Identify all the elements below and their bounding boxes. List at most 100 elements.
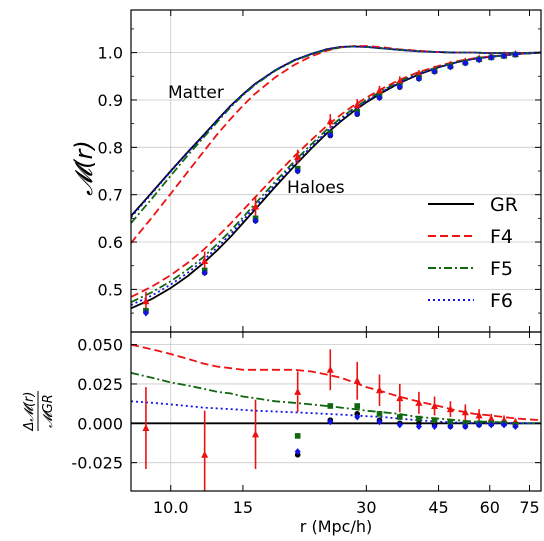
bottom-point-f4 bbox=[201, 450, 209, 458]
legend-label-gr: GR bbox=[490, 194, 518, 216]
bottom-point-f6 bbox=[354, 413, 361, 421]
bottom-ylabel-numerator: Δ𝓜(r) bbox=[22, 392, 37, 432]
top-point-f6 bbox=[396, 83, 403, 91]
bottom-ytick-label: -0.025 bbox=[71, 454, 123, 473]
bottom-point-f4 bbox=[142, 424, 150, 432]
haloes-label: Haloes bbox=[287, 178, 345, 198]
bottom-point-f4 bbox=[326, 365, 334, 373]
bottom-point-f6 bbox=[415, 422, 422, 430]
top-point-f4 bbox=[376, 86, 384, 94]
bottom-point-f5 bbox=[327, 403, 334, 409]
bottom-point-f6 bbox=[327, 418, 334, 426]
top-ticks: 0.5 0.6 0.7 0.8 0.9 1.0 bbox=[98, 10, 541, 332]
bottom-point-f5 bbox=[397, 414, 403, 420]
bottom-point-f5 bbox=[376, 411, 383, 417]
top-point-f4 bbox=[353, 100, 361, 108]
bottom-data-points bbox=[142, 349, 519, 491]
matter-label: Matter bbox=[168, 83, 224, 103]
bottom-point-f4 bbox=[353, 376, 361, 384]
bottom-point-f6 bbox=[501, 421, 508, 429]
top-data-points bbox=[142, 50, 519, 317]
top-point-f6 bbox=[488, 53, 495, 61]
xtick-label: 30 bbox=[356, 498, 376, 517]
xtick-label: 60 bbox=[480, 498, 500, 517]
bottom-line-f5 bbox=[131, 372, 541, 425]
bottom-series-lines bbox=[131, 343, 541, 425]
bottom-ytick-label: 0.000 bbox=[77, 414, 123, 433]
legend-label-f4: F4 bbox=[490, 226, 513, 248]
top-point-f4 bbox=[326, 117, 334, 125]
bottom-point-f4 bbox=[252, 430, 260, 438]
top-point-f6 bbox=[142, 309, 149, 317]
bottom-line-f6 bbox=[131, 400, 541, 425]
bottom-point-f5 bbox=[354, 403, 361, 409]
top-point-f4 bbox=[252, 202, 260, 210]
x-axis-label: r (Mpc/h) bbox=[300, 517, 372, 536]
xtick-label: 10.0 bbox=[153, 498, 189, 517]
top-ytick-label: 1.0 bbox=[98, 44, 123, 63]
bottom-point-f6 bbox=[512, 422, 519, 430]
legend-label-f6: F6 bbox=[490, 290, 513, 312]
top-y-axis-label: 𝓜(r) bbox=[70, 140, 98, 195]
top-ytick-label: 0.8 bbox=[98, 138, 123, 157]
bottom-point-f6 bbox=[396, 421, 403, 429]
top-panel: 0.5 0.6 0.7 0.8 0.9 1.0 Matter Haloes 𝓜(r) GR… bbox=[70, 9, 542, 333]
bottom-point-f4 bbox=[461, 408, 469, 416]
top-ytick-label: 0.7 bbox=[98, 186, 123, 205]
top-point-f6 bbox=[201, 269, 208, 277]
top-line-f4 bbox=[131, 45, 541, 244]
top-point-f4 bbox=[142, 297, 150, 305]
top-point-f6 bbox=[512, 51, 519, 59]
top-line-f5 bbox=[131, 51, 541, 304]
xtick-label: 75 bbox=[519, 498, 539, 517]
bottom-point-f5 bbox=[294, 433, 301, 439]
bottom-line-f4 bbox=[131, 343, 541, 422]
bottom-point-f6 bbox=[447, 422, 454, 430]
bottom-point-f6 bbox=[431, 422, 438, 430]
bottom-point-f4 bbox=[446, 405, 454, 413]
top-grid bbox=[131, 10, 541, 332]
bottom-ytick-label: 0.025 bbox=[77, 375, 123, 394]
bottom-point-f4 bbox=[294, 387, 302, 395]
top-point-f6 bbox=[447, 63, 454, 71]
top-point-f6 bbox=[415, 75, 422, 83]
top-point-f6 bbox=[431, 68, 438, 76]
top-point-f6 bbox=[476, 56, 483, 64]
bottom-point-f6 bbox=[376, 418, 383, 426]
top-point-f6 bbox=[354, 110, 361, 118]
bottom-point-f5 bbox=[447, 418, 454, 425]
bottom-point-f6 bbox=[488, 421, 495, 429]
bottom-point-f4 bbox=[475, 411, 483, 419]
top-point-f4 bbox=[201, 256, 209, 264]
top-ytick-label: 0.9 bbox=[98, 91, 123, 110]
top-point-f6 bbox=[462, 59, 469, 67]
bottom-point-f6 bbox=[294, 448, 301, 456]
bottom-point-f4 bbox=[376, 386, 384, 394]
top-point-f6 bbox=[501, 52, 508, 60]
bottom-point-f4 bbox=[431, 401, 439, 409]
xtick-label: 15 bbox=[233, 498, 253, 517]
bottom-point-f6 bbox=[462, 422, 469, 430]
legend: GR F4 F5 F6 bbox=[428, 194, 518, 312]
bottom-axes-frame bbox=[130, 331, 542, 492]
bottom-point-f4 bbox=[415, 398, 423, 406]
bottom-y-axis-label: Δ𝓜(r) 𝓜GR bbox=[22, 391, 56, 431]
bottom-point-f4 bbox=[396, 394, 404, 402]
top-point-f4 bbox=[396, 77, 404, 85]
top-point-f6 bbox=[327, 131, 334, 139]
legend-label-f5: F5 bbox=[490, 258, 513, 280]
top-ytick-label: 0.5 bbox=[98, 280, 123, 299]
bottom-ytick-label: 0.050 bbox=[77, 336, 123, 355]
top-point-f6 bbox=[252, 217, 259, 225]
bottom-ticks: -0.025 0.000 0.025 0.050 10.0 15 30 45 60 75 bbox=[71, 332, 541, 517]
bottom-ylabel-denominator: 𝓜GR bbox=[41, 394, 56, 428]
bottom-point-f4 bbox=[487, 414, 495, 422]
bottom-panel: -0.025 0.000 0.025 0.050 10.0 15 30 45 60 75 Δ𝓜(r… bbox=[22, 331, 542, 536]
bottom-point-f6 bbox=[476, 421, 483, 429]
top-point-f6 bbox=[376, 94, 383, 102]
xtick-label: 45 bbox=[428, 498, 448, 517]
top-point-f6 bbox=[294, 167, 301, 175]
top-ytick-label: 0.6 bbox=[98, 233, 123, 252]
top-point-f4 bbox=[294, 152, 302, 160]
